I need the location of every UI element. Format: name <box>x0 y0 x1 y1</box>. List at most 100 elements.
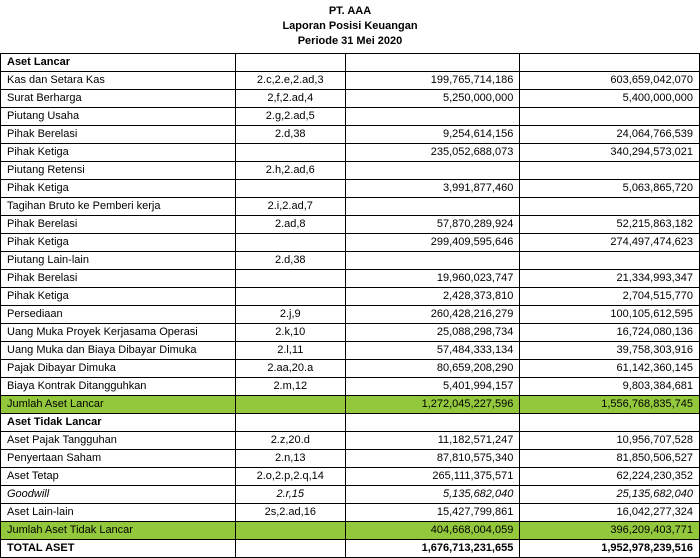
table-row: Piutang Usaha2.g,2.ad,5 <box>1 107 700 125</box>
table-row: Uang Muka Proyek Kerjasama Operasi2.k,10… <box>1 323 700 341</box>
row-note <box>235 287 345 305</box>
row-label: Aset Pajak Tangguhan <box>1 431 236 449</box>
row-note: 2.h,2.ad,6 <box>235 161 345 179</box>
row-value-2 <box>520 107 700 125</box>
row-value-1: 9,254,614,156 <box>345 125 520 143</box>
table-row: Surat Berharga2,f,2.ad,45,250,000,0005,4… <box>1 89 700 107</box>
row-note <box>235 233 345 251</box>
row-label: Piutang Lain-lain <box>1 251 236 269</box>
row-value-1: 2,428,373,810 <box>345 287 520 305</box>
row-label: Surat Berharga <box>1 89 236 107</box>
row-label: Aset Lancar <box>1 53 236 71</box>
report-title: Laporan Posisi Keuangan <box>0 19 700 34</box>
row-note: 2.d,38 <box>235 251 345 269</box>
row-label: Pihak Berelasi <box>1 269 236 287</box>
row-note: 2.i,2.ad,7 <box>235 197 345 215</box>
row-label: Aset Tidak Lancar <box>1 413 236 431</box>
row-note <box>235 179 345 197</box>
row-note <box>235 53 345 71</box>
table-row: Uang Muka dan Biaya Dibayar Dimuka2.l,11… <box>1 341 700 359</box>
table-row: Pihak Ketiga 2,428,373,8102,704,515,770 <box>1 287 700 305</box>
row-label: Aset Tetap <box>1 467 236 485</box>
row-label: Jumlah Aset Tidak Lancar <box>1 521 236 539</box>
company-name: PT. AAA <box>0 4 700 19</box>
row-note <box>235 395 345 413</box>
row-note: 2.aa,20.a <box>235 359 345 377</box>
row-note <box>235 143 345 161</box>
row-note: 2.m,12 <box>235 377 345 395</box>
row-note <box>235 269 345 287</box>
row-value-2: 100,105,612,595 <box>520 305 700 323</box>
row-label: Persediaan <box>1 305 236 323</box>
row-value-2: 21,334,993,347 <box>520 269 700 287</box>
row-label: Pajak Dibayar Dimuka <box>1 359 236 377</box>
table-row: Penyertaan Saham2.n,1387,810,575,34081,8… <box>1 449 700 467</box>
row-value-1 <box>345 251 520 269</box>
report-period: Periode 31 Mei 2020 <box>0 34 700 49</box>
row-value-1: 11,182,571,247 <box>345 431 520 449</box>
table-row: Pihak Berelasi 19,960,023,74721,334,993,3… <box>1 269 700 287</box>
row-value-1: 299,409,595,646 <box>345 233 520 251</box>
row-value-1: 235,052,688,073 <box>345 143 520 161</box>
table-row: Piutang Retensi2.h,2.ad,6 <box>1 161 700 179</box>
table-row: Persediaan2.j,9260,428,216,279100,105,61… <box>1 305 700 323</box>
row-value-2: 24,064,766,539 <box>520 125 700 143</box>
row-value-2: 62,224,230,352 <box>520 467 700 485</box>
report-header: PT. AAA Laporan Posisi Keuangan Periode … <box>0 0 700 49</box>
row-value-2: 1,952,978,239,516 <box>520 539 700 557</box>
row-value-1: 5,250,000,000 <box>345 89 520 107</box>
row-value-2: 5,400,000,000 <box>520 89 700 107</box>
row-value-1 <box>345 161 520 179</box>
row-note: 2s,2.ad,16 <box>235 503 345 521</box>
row-value-1: 87,810,575,340 <box>345 449 520 467</box>
row-value-2: 9,803,384,681 <box>520 377 700 395</box>
row-note: 2.n,13 <box>235 449 345 467</box>
row-note <box>235 521 345 539</box>
row-note: 2.k,10 <box>235 323 345 341</box>
row-value-1: 19,960,023,747 <box>345 269 520 287</box>
row-value-1 <box>345 53 520 71</box>
row-value-2: 39,758,303,916 <box>520 341 700 359</box>
row-note: 2.r,15 <box>235 485 345 503</box>
table-row: Aset Lain-lain2s,2.ad,1615,427,799,86116… <box>1 503 700 521</box>
row-value-2: 81,850,506,527 <box>520 449 700 467</box>
row-label: Pihak Ketiga <box>1 287 236 305</box>
row-label: Pihak Ketiga <box>1 143 236 161</box>
row-label: Pihak Berelasi <box>1 125 236 143</box>
table-row: Jumlah Aset Tidak Lancar404,668,004,0593… <box>1 521 700 539</box>
table-row: Pihak Berelasi2.d,389,254,614,15624,064,… <box>1 125 700 143</box>
row-note <box>235 413 345 431</box>
row-value-1 <box>345 413 520 431</box>
row-value-1: 1,272,045,227,596 <box>345 395 520 413</box>
row-label: Piutang Retensi <box>1 161 236 179</box>
row-label: Tagihan Bruto ke Pemberi kerja <box>1 197 236 215</box>
row-label: Goodwill <box>1 485 236 503</box>
table-row: Pihak Berelasi2.ad,857,870,289,92452,215… <box>1 215 700 233</box>
row-value-2 <box>520 197 700 215</box>
table-row: Pihak Ketiga299,409,595,646274,497,474,6… <box>1 233 700 251</box>
row-label: Pihak Berelasi <box>1 215 236 233</box>
row-value-1: 15,427,799,861 <box>345 503 520 521</box>
table-row: Goodwill2.r,155,135,682,04025,135,682,04… <box>1 485 700 503</box>
row-value-2: 16,042,277,324 <box>520 503 700 521</box>
row-value-1: 57,484,333,134 <box>345 341 520 359</box>
row-value-1: 5,135,682,040 <box>345 485 520 503</box>
row-value-1: 80,659,208,290 <box>345 359 520 377</box>
row-note: 2,f,2.ad,4 <box>235 89 345 107</box>
row-note: 2.l,11 <box>235 341 345 359</box>
table-row: Pihak Ketiga235,052,688,073340,294,573,0… <box>1 143 700 161</box>
row-value-2: 10,956,707,528 <box>520 431 700 449</box>
row-value-1 <box>345 197 520 215</box>
row-value-2 <box>520 413 700 431</box>
row-value-2: 2,704,515,770 <box>520 287 700 305</box>
row-value-2: 5,063,865,720 <box>520 179 700 197</box>
row-label: Pihak Ketiga <box>1 233 236 251</box>
row-value-1 <box>345 107 520 125</box>
row-value-2 <box>520 251 700 269</box>
table-row: Pihak Ketiga3,991,877,4605,063,865,720 <box>1 179 700 197</box>
row-note: 2.c,2.e,2.ad,3 <box>235 71 345 89</box>
table-row: TOTAL ASET1,676,713,231,6551,952,978,239… <box>1 539 700 557</box>
table-row: Tagihan Bruto ke Pemberi kerja2.i,2.ad,7 <box>1 197 700 215</box>
table-row: Pajak Dibayar Dimuka2.aa,20.a80,659,208,… <box>1 359 700 377</box>
table-row: Aset Pajak Tangguhan2.z,20.d11,182,571,2… <box>1 431 700 449</box>
